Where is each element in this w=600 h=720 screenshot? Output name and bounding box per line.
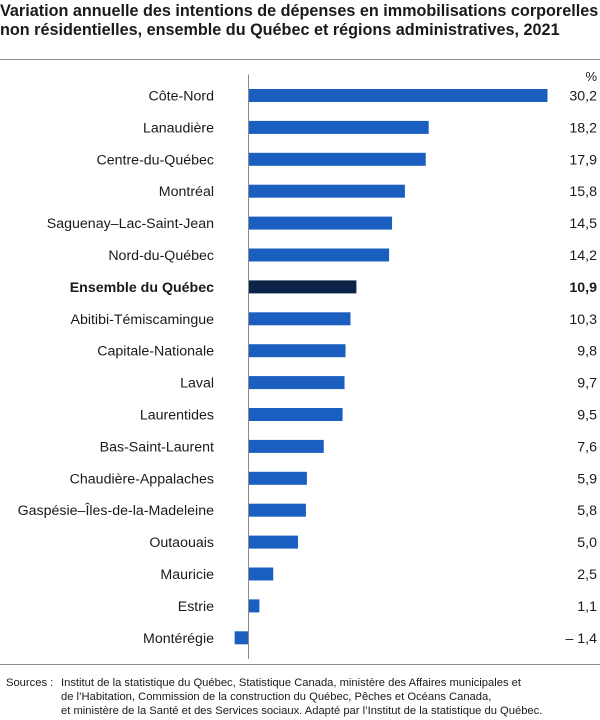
value-label-laurentides: 9,5	[577, 408, 597, 424]
value-label-centre-du-quebec: 17,9	[569, 152, 597, 168]
sources-text: Institut de la statistique du Québec, St…	[61, 676, 596, 718]
bar-capitale-nationale	[248, 344, 346, 358]
bottom-rule	[0, 664, 600, 665]
value-label-bas-saint-laurent: 7,6	[577, 439, 597, 455]
bar-gaspesie-iles-de-la-madeleine	[248, 503, 306, 517]
category-label-outaouais: Outaouais	[149, 535, 214, 551]
bar-bas-saint-laurent	[248, 439, 324, 453]
bar-saguenay-lac-saint-jean	[248, 216, 393, 230]
category-label-montreal: Montréal	[159, 184, 214, 200]
sources-line-3: et ministère de la Santé et des Services…	[61, 705, 543, 717]
bar-monteregie	[234, 631, 249, 645]
value-label-abitibi-temiscamingue: 10,3	[569, 312, 597, 328]
category-label-gaspesie-iles-de-la-madeleine: Gaspésie–Îles-de-la-Madeleine	[18, 502, 214, 519]
value-label-monteregie: – 1,4	[565, 631, 597, 647]
category-label-saguenay-lac-saint-jean: Saguenay–Lac-Saint-Jean	[47, 216, 214, 232]
category-label-estrie: Estrie	[178, 599, 214, 615]
chart-title-line-1: Variation annuelle des intentions de dép…	[0, 2, 599, 20]
value-label-cote-nord: 30,2	[569, 89, 597, 105]
value-label-estrie: 1,1	[577, 599, 597, 615]
category-label-abitibi-temiscamingue: Abitibi-Témiscamingue	[70, 312, 214, 328]
value-label-gaspesie-iles-de-la-madeleine: 5,8	[577, 503, 597, 519]
bar-abitibi-temiscamingue	[248, 312, 351, 326]
value-label-lanaudiere: 18,2	[569, 120, 597, 136]
value-label-nord-du-quebec: 14,2	[569, 248, 597, 264]
category-label-capitale-nationale: Capitale-Nationale	[97, 344, 214, 360]
category-label-centre-du-quebec: Centre-du-Québec	[96, 152, 214, 168]
sources-label: Sources :	[6, 677, 54, 689]
bar-estrie	[248, 599, 260, 613]
bar-montreal	[248, 184, 405, 198]
category-label-mauricie: Mauricie	[160, 567, 214, 583]
sources-line-2: de l’Habitation, Commission de la constr…	[61, 691, 492, 703]
bar-cote-nord	[248, 89, 548, 102]
unit-label: %	[585, 69, 597, 84]
category-label-lanaudiere: Lanaudière	[143, 120, 214, 136]
bar-laval	[248, 376, 345, 390]
category-label-laurentides: Laurentides	[140, 408, 214, 424]
bar-nord-du-quebec	[248, 248, 390, 262]
value-label-ensemble-du-quebec: 10,9	[569, 280, 597, 296]
chart-title-line-2: non résidentielles, ensemble du Québec e…	[0, 21, 560, 39]
category-label-cote-nord: Côte-Nord	[149, 89, 214, 105]
value-label-capitale-nationale: 9,8	[577, 344, 597, 360]
value-label-mauricie: 2,5	[577, 567, 597, 583]
bar-ensemble-du-quebec	[248, 280, 357, 294]
value-label-saguenay-lac-saint-jean: 14,5	[569, 216, 597, 232]
category-label-nord-du-quebec: Nord-du-Québec	[108, 248, 214, 264]
category-label-ensemble-du-quebec: Ensemble du Québec	[70, 280, 214, 296]
category-label-monteregie: Montérégie	[143, 631, 214, 647]
bar-laurentides	[248, 408, 343, 421]
bar-chaudiere-appalaches	[248, 471, 307, 485]
value-label-montreal: 15,8	[569, 184, 597, 200]
value-label-laval: 9,7	[577, 376, 597, 392]
sources-line-1: Institut de la statistique du Québec, St…	[61, 677, 521, 689]
bar-lanaudiere	[248, 120, 429, 134]
bar-centre-du-quebec	[248, 152, 426, 166]
top-rule	[0, 59, 600, 60]
category-label-bas-saint-laurent: Bas-Saint-Laurent	[100, 439, 214, 455]
bar-chart: % Côte-Nord 30,2 Lanaudière 18,2 Centre-du-Qu…	[18, 69, 597, 659]
bar-mauricie	[248, 567, 274, 581]
chart-title: Variation annuelle des intentions de dép…	[0, 2, 599, 40]
value-label-outaouais: 5,0	[577, 535, 597, 551]
category-label-laval: Laval	[180, 376, 214, 392]
category-label-chaudiere-appalaches: Chaudière-Appalaches	[70, 471, 214, 487]
bar-outaouais	[248, 535, 298, 549]
value-label-chaudiere-appalaches: 5,9	[577, 471, 597, 487]
